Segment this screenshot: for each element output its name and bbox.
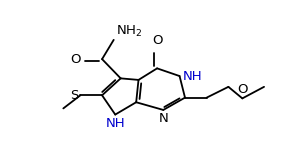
Text: NH: NH <box>105 117 125 130</box>
Text: NH: NH <box>182 69 202 83</box>
Text: N: N <box>159 112 168 125</box>
Text: NH$_2$: NH$_2$ <box>116 24 143 39</box>
Text: O: O <box>237 83 248 96</box>
Text: S: S <box>70 89 79 102</box>
Text: O: O <box>152 34 162 47</box>
Text: O: O <box>70 53 81 66</box>
